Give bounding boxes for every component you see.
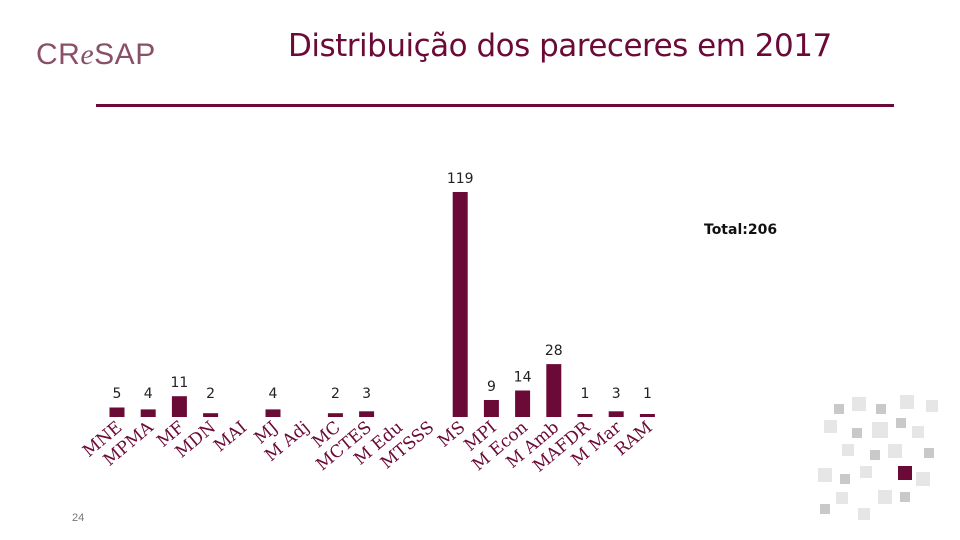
bar-mctes: [359, 411, 375, 417]
logo-text-e: e: [80, 38, 95, 71]
category-label-ram: RAM: [611, 418, 656, 461]
data-label-mne: 5: [113, 386, 122, 402]
bar-mf: [171, 396, 187, 417]
category-label-ms: MS: [434, 418, 469, 452]
bar-mj: [265, 409, 281, 417]
data-label-mctes: 3: [362, 386, 371, 402]
cube-pattern-decoration: [818, 395, 938, 520]
data-label-ms: 119: [447, 171, 474, 187]
data-label-mdn: 2: [206, 386, 215, 402]
data-label-mpma: 4: [144, 386, 153, 402]
page-number: 24: [72, 512, 85, 524]
bar-mpi: [483, 400, 499, 417]
title-underline: [96, 104, 894, 107]
data-label-ram: 1: [643, 386, 652, 402]
data-label-m-amb: 28: [545, 343, 563, 359]
bar-m-amb: [546, 364, 562, 417]
bar-mdn: [203, 413, 219, 417]
data-label-mj: 4: [269, 386, 278, 402]
category-label-mai: MAI: [210, 418, 251, 457]
bar-m-mar: [608, 411, 624, 417]
bar-mpma: [140, 409, 156, 417]
page-title: Distribuição dos pareceres em 2017: [288, 28, 832, 64]
bar-mafdr: [577, 414, 593, 417]
data-label-mc: 2: [331, 386, 340, 402]
total-label: Total:206: [704, 222, 778, 238]
logo-text-cr: CR: [36, 38, 81, 71]
bar-ram: [639, 414, 655, 417]
bar-mne: [109, 407, 125, 417]
data-label-mafdr: 1: [581, 386, 590, 402]
data-label-mf: 11: [170, 375, 188, 391]
cresap-logo: CReSAP: [36, 38, 156, 72]
data-label-m-econ: 14: [514, 370, 532, 386]
bar-m-econ: [515, 390, 531, 417]
data-label-mpi: 9: [487, 379, 496, 395]
logo-text-sap: SAP: [94, 38, 156, 71]
data-label-m-mar: 3: [612, 386, 621, 402]
bar-mc: [327, 413, 343, 417]
bar-ms: [452, 192, 468, 417]
